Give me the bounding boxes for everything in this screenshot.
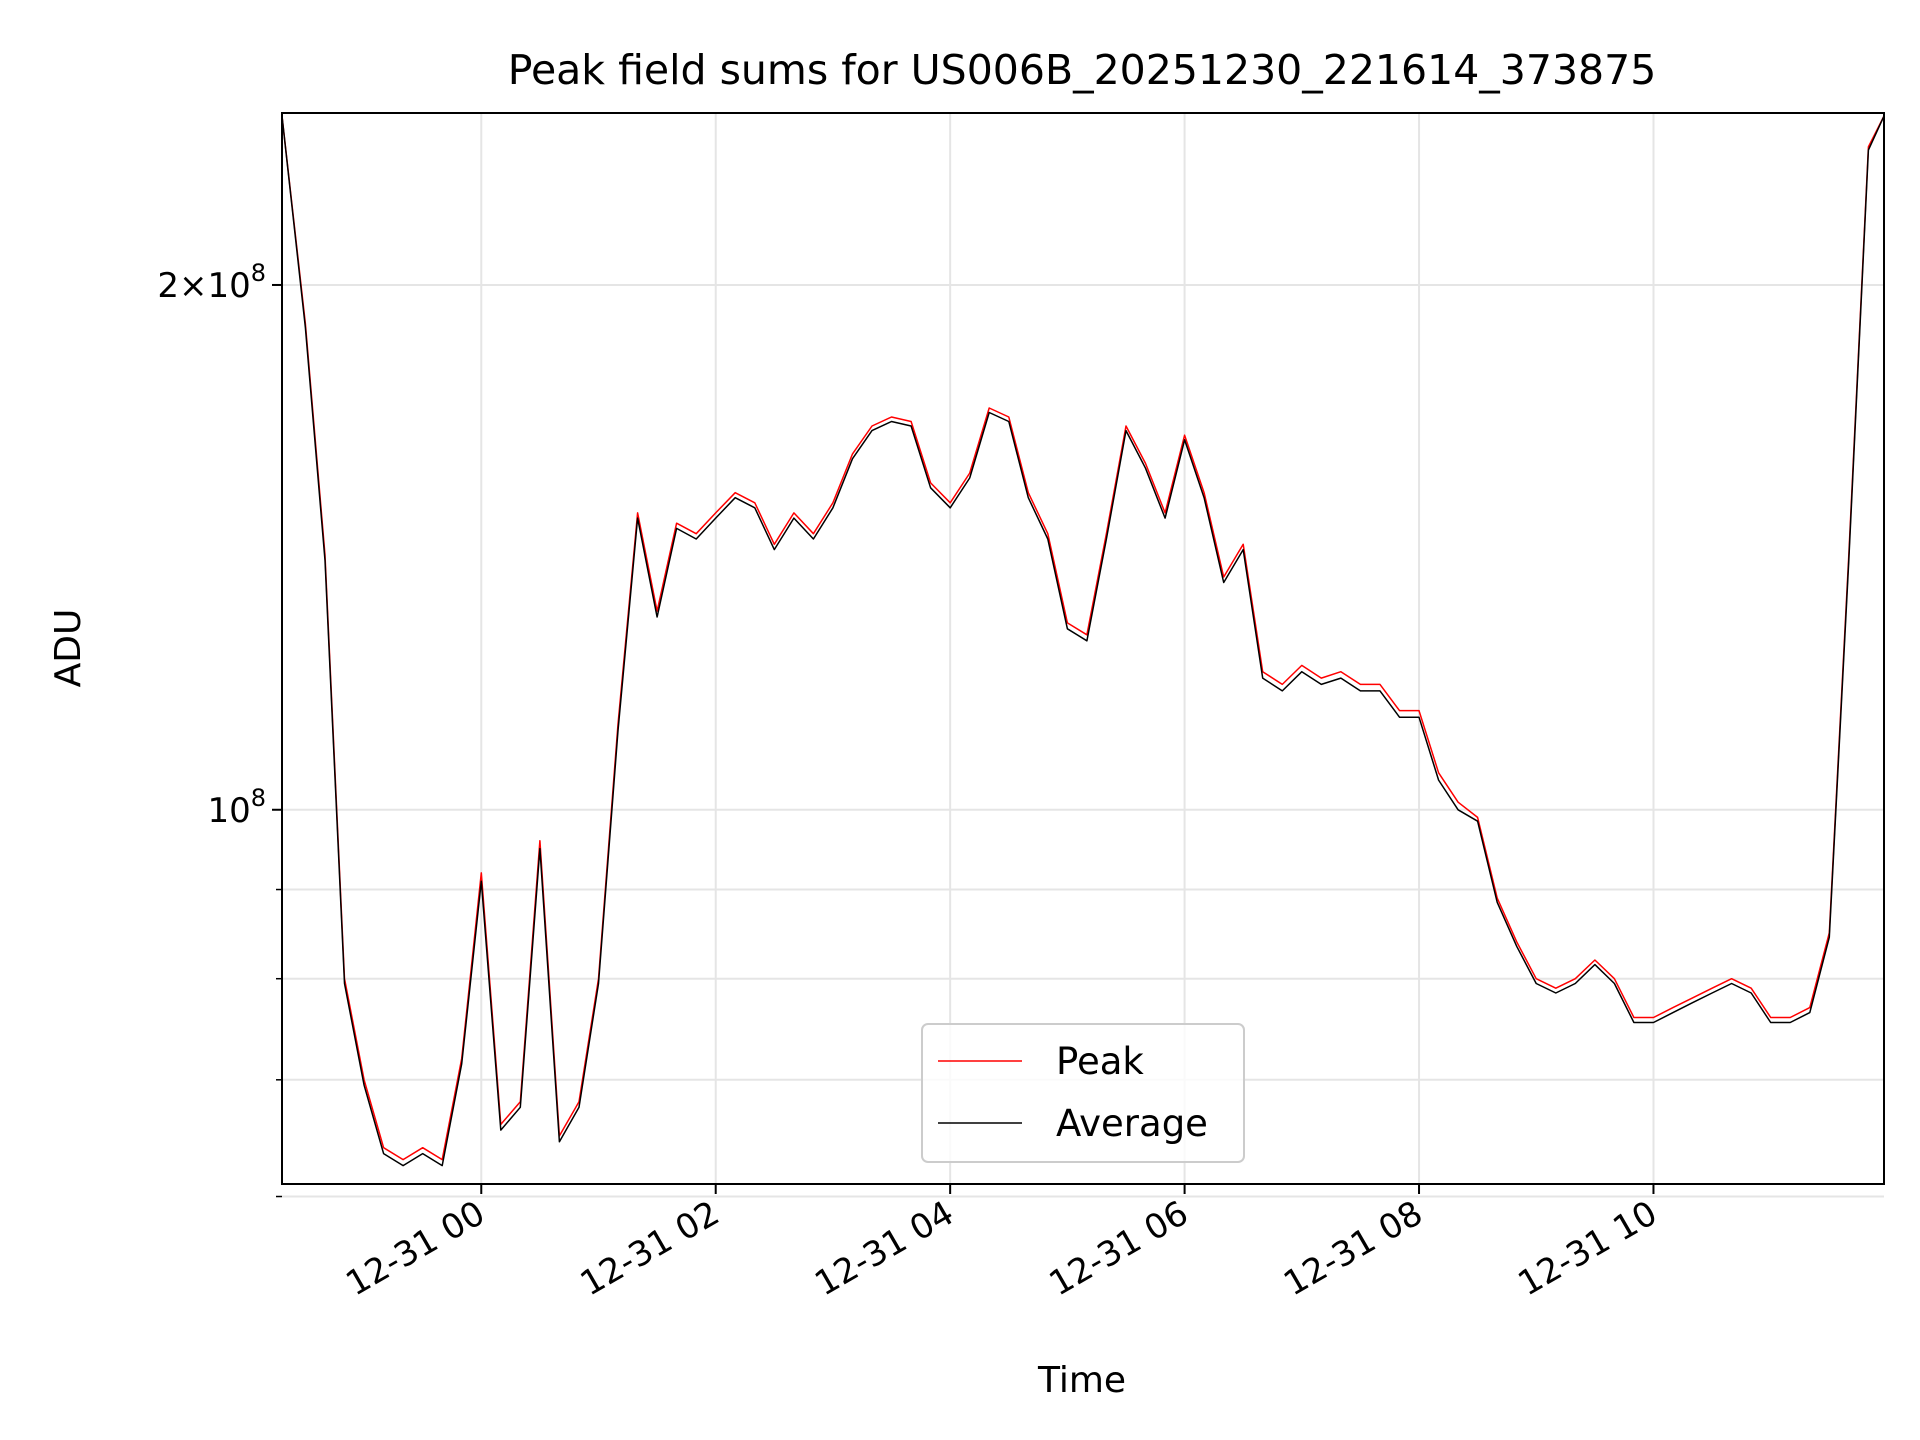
x-tick-label: 12-31 08	[1277, 1193, 1429, 1304]
legend-box	[921, 1023, 1245, 1163]
series-lines	[282, 115, 1884, 1167]
grid-lines	[282, 113, 1884, 1198]
legend-peak-label: Peak	[1056, 1040, 1144, 1083]
y-axis-label: ADU	[48, 609, 89, 688]
plot-frame	[281, 112, 1885, 1185]
x-tick-label: 12-31 10	[1512, 1193, 1664, 1304]
chart-title: Peak field sums for US006B_20251230_2216…	[508, 46, 1657, 94]
y-axis-ticks: 108 2×108	[157, 259, 282, 1198]
series-line-average	[282, 115, 1884, 1167]
x-tick-label: 12-31 04	[808, 1193, 960, 1304]
y-tick-label: 108	[207, 784, 266, 831]
x-tick-label: 12-31 02	[574, 1193, 726, 1304]
x-axis-ticks: 12-31 00 12-31 02 12-31 04 12-31 06 12-31 08…	[339, 1184, 1664, 1304]
x-tick-label: 12-31 00	[339, 1193, 491, 1304]
x-axis-label: Time	[1037, 1360, 1126, 1401]
legend-average-label: Average	[1056, 1102, 1208, 1145]
y-tick-label: 2×108	[157, 259, 266, 306]
x-tick-label: 12-31 06	[1043, 1193, 1195, 1304]
plot-clip-group	[282, 115, 1884, 1167]
legend: Peak Average	[921, 1023, 1245, 1163]
